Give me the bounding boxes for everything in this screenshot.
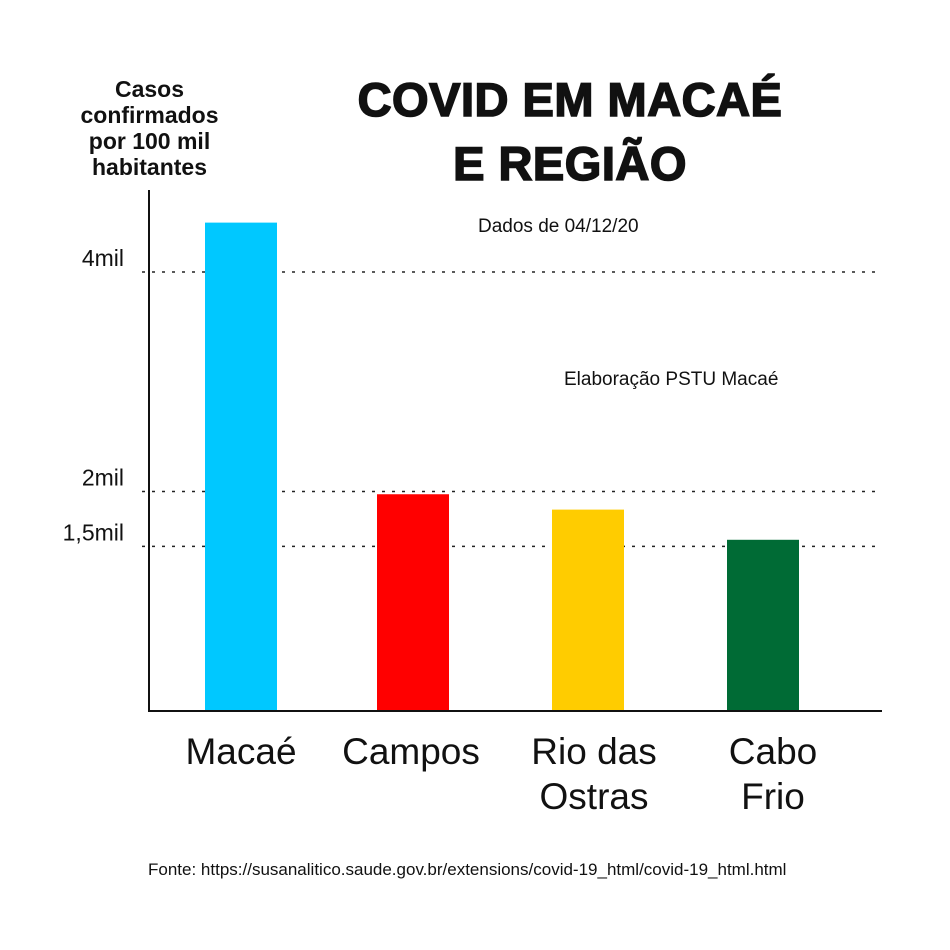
x-category-label: Campos <box>342 731 480 772</box>
y-tick-label: 1,5mil <box>63 519 124 545</box>
authorship-note: Elaboração PSTU Macaé <box>564 369 779 390</box>
bar <box>377 494 449 711</box>
x-category-label: Rio das Ostras <box>531 731 656 817</box>
chart-title: COVID EM MACAÉ E REGIÃO <box>357 72 783 191</box>
y-tick-label: 2mil <box>82 465 124 491</box>
x-category-label: Cabo Frio <box>729 731 817 817</box>
y-tick-label: 4mil <box>82 245 124 271</box>
bar <box>727 539 799 711</box>
bar <box>552 509 624 711</box>
y-axis-label: Casos confirmados por 100 mil habitantes <box>80 76 219 180</box>
source-note: Fonte: https://susanalitico.saude.gov.br… <box>148 860 787 879</box>
bar <box>205 222 277 712</box>
x-category-label: Macaé <box>185 731 296 772</box>
data-date-note: Dados de 04/12/20 <box>478 216 639 237</box>
